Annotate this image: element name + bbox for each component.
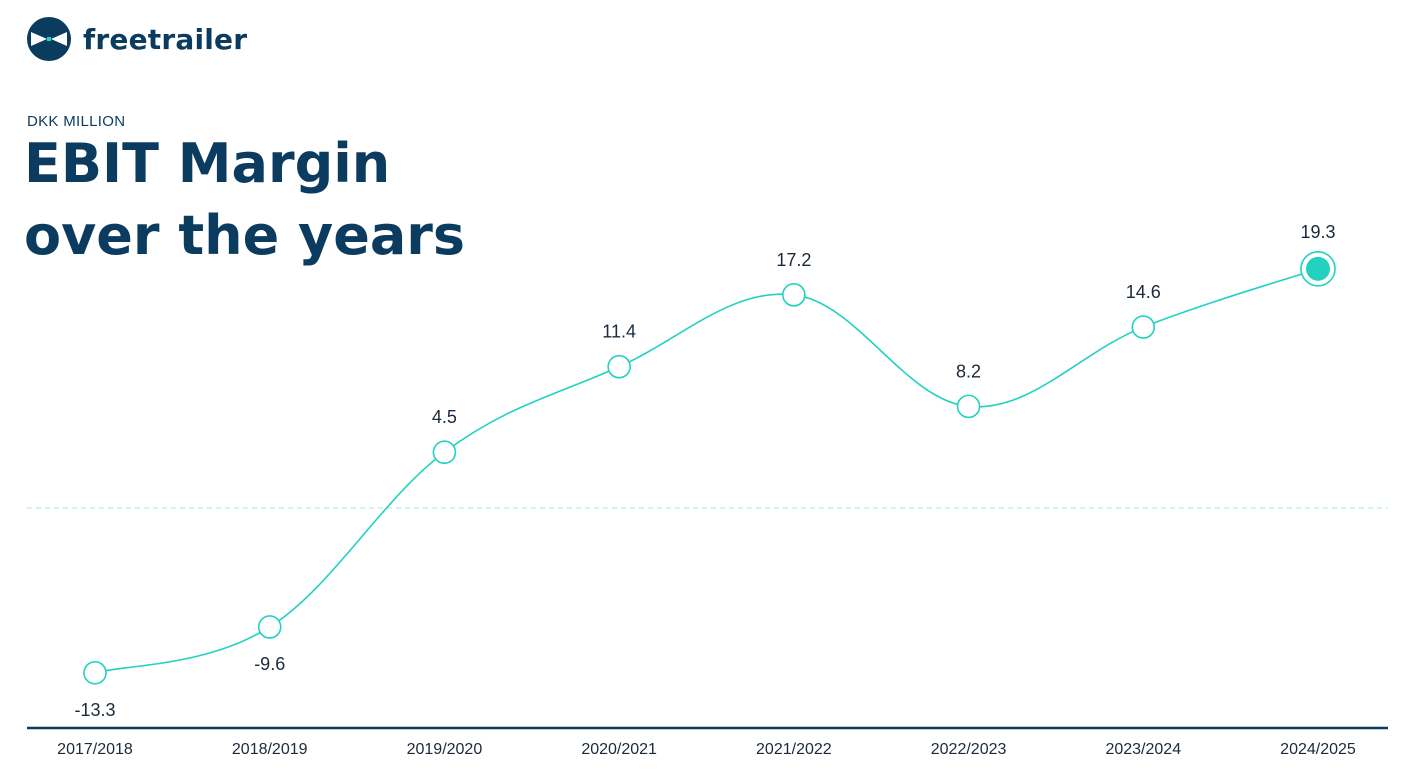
data-point <box>257 615 282 639</box>
x-tick-label: 2024/2025 <box>1280 741 1356 758</box>
chart-subtitle: DKK MILLION <box>27 113 126 130</box>
brand-name: freetrailer <box>83 22 248 56</box>
x-tick-label: 2023/2024 <box>1105 741 1181 758</box>
x-tick-label: 2019/2020 <box>407 741 483 758</box>
series-line <box>94 268 1319 674</box>
data-point <box>83 661 107 685</box>
data-point <box>1131 315 1156 339</box>
data-point <box>956 394 981 419</box>
data-label: 17.2 <box>776 250 811 270</box>
chart-title: EBIT Margin over the years <box>24 132 466 267</box>
data-label: 19.3 <box>1300 222 1335 242</box>
data-label: -13.3 <box>74 700 115 720</box>
x-tick-label: 2018/2019 <box>232 741 308 758</box>
x-tick-label: 2017/2018 <box>57 741 133 758</box>
brand-logo: freetrailer <box>27 17 247 61</box>
x-tick-label: 2020/2021 <box>581 741 657 758</box>
data-point <box>607 354 631 379</box>
data-label: 14.6 <box>1126 282 1161 302</box>
data-point <box>432 440 457 465</box>
data-point <box>1306 256 1330 281</box>
data-label: 4.5 <box>432 407 457 427</box>
data-point <box>782 283 806 307</box>
data-label: 11.4 <box>602 322 636 342</box>
data-label: -9.6 <box>254 654 285 674</box>
x-tick-label: 2021/2022 <box>756 741 832 758</box>
data-label: 8.2 <box>956 361 981 381</box>
freetrailer-logo-icon <box>27 17 71 61</box>
x-tick-label: 2022/2023 <box>931 741 1007 758</box>
